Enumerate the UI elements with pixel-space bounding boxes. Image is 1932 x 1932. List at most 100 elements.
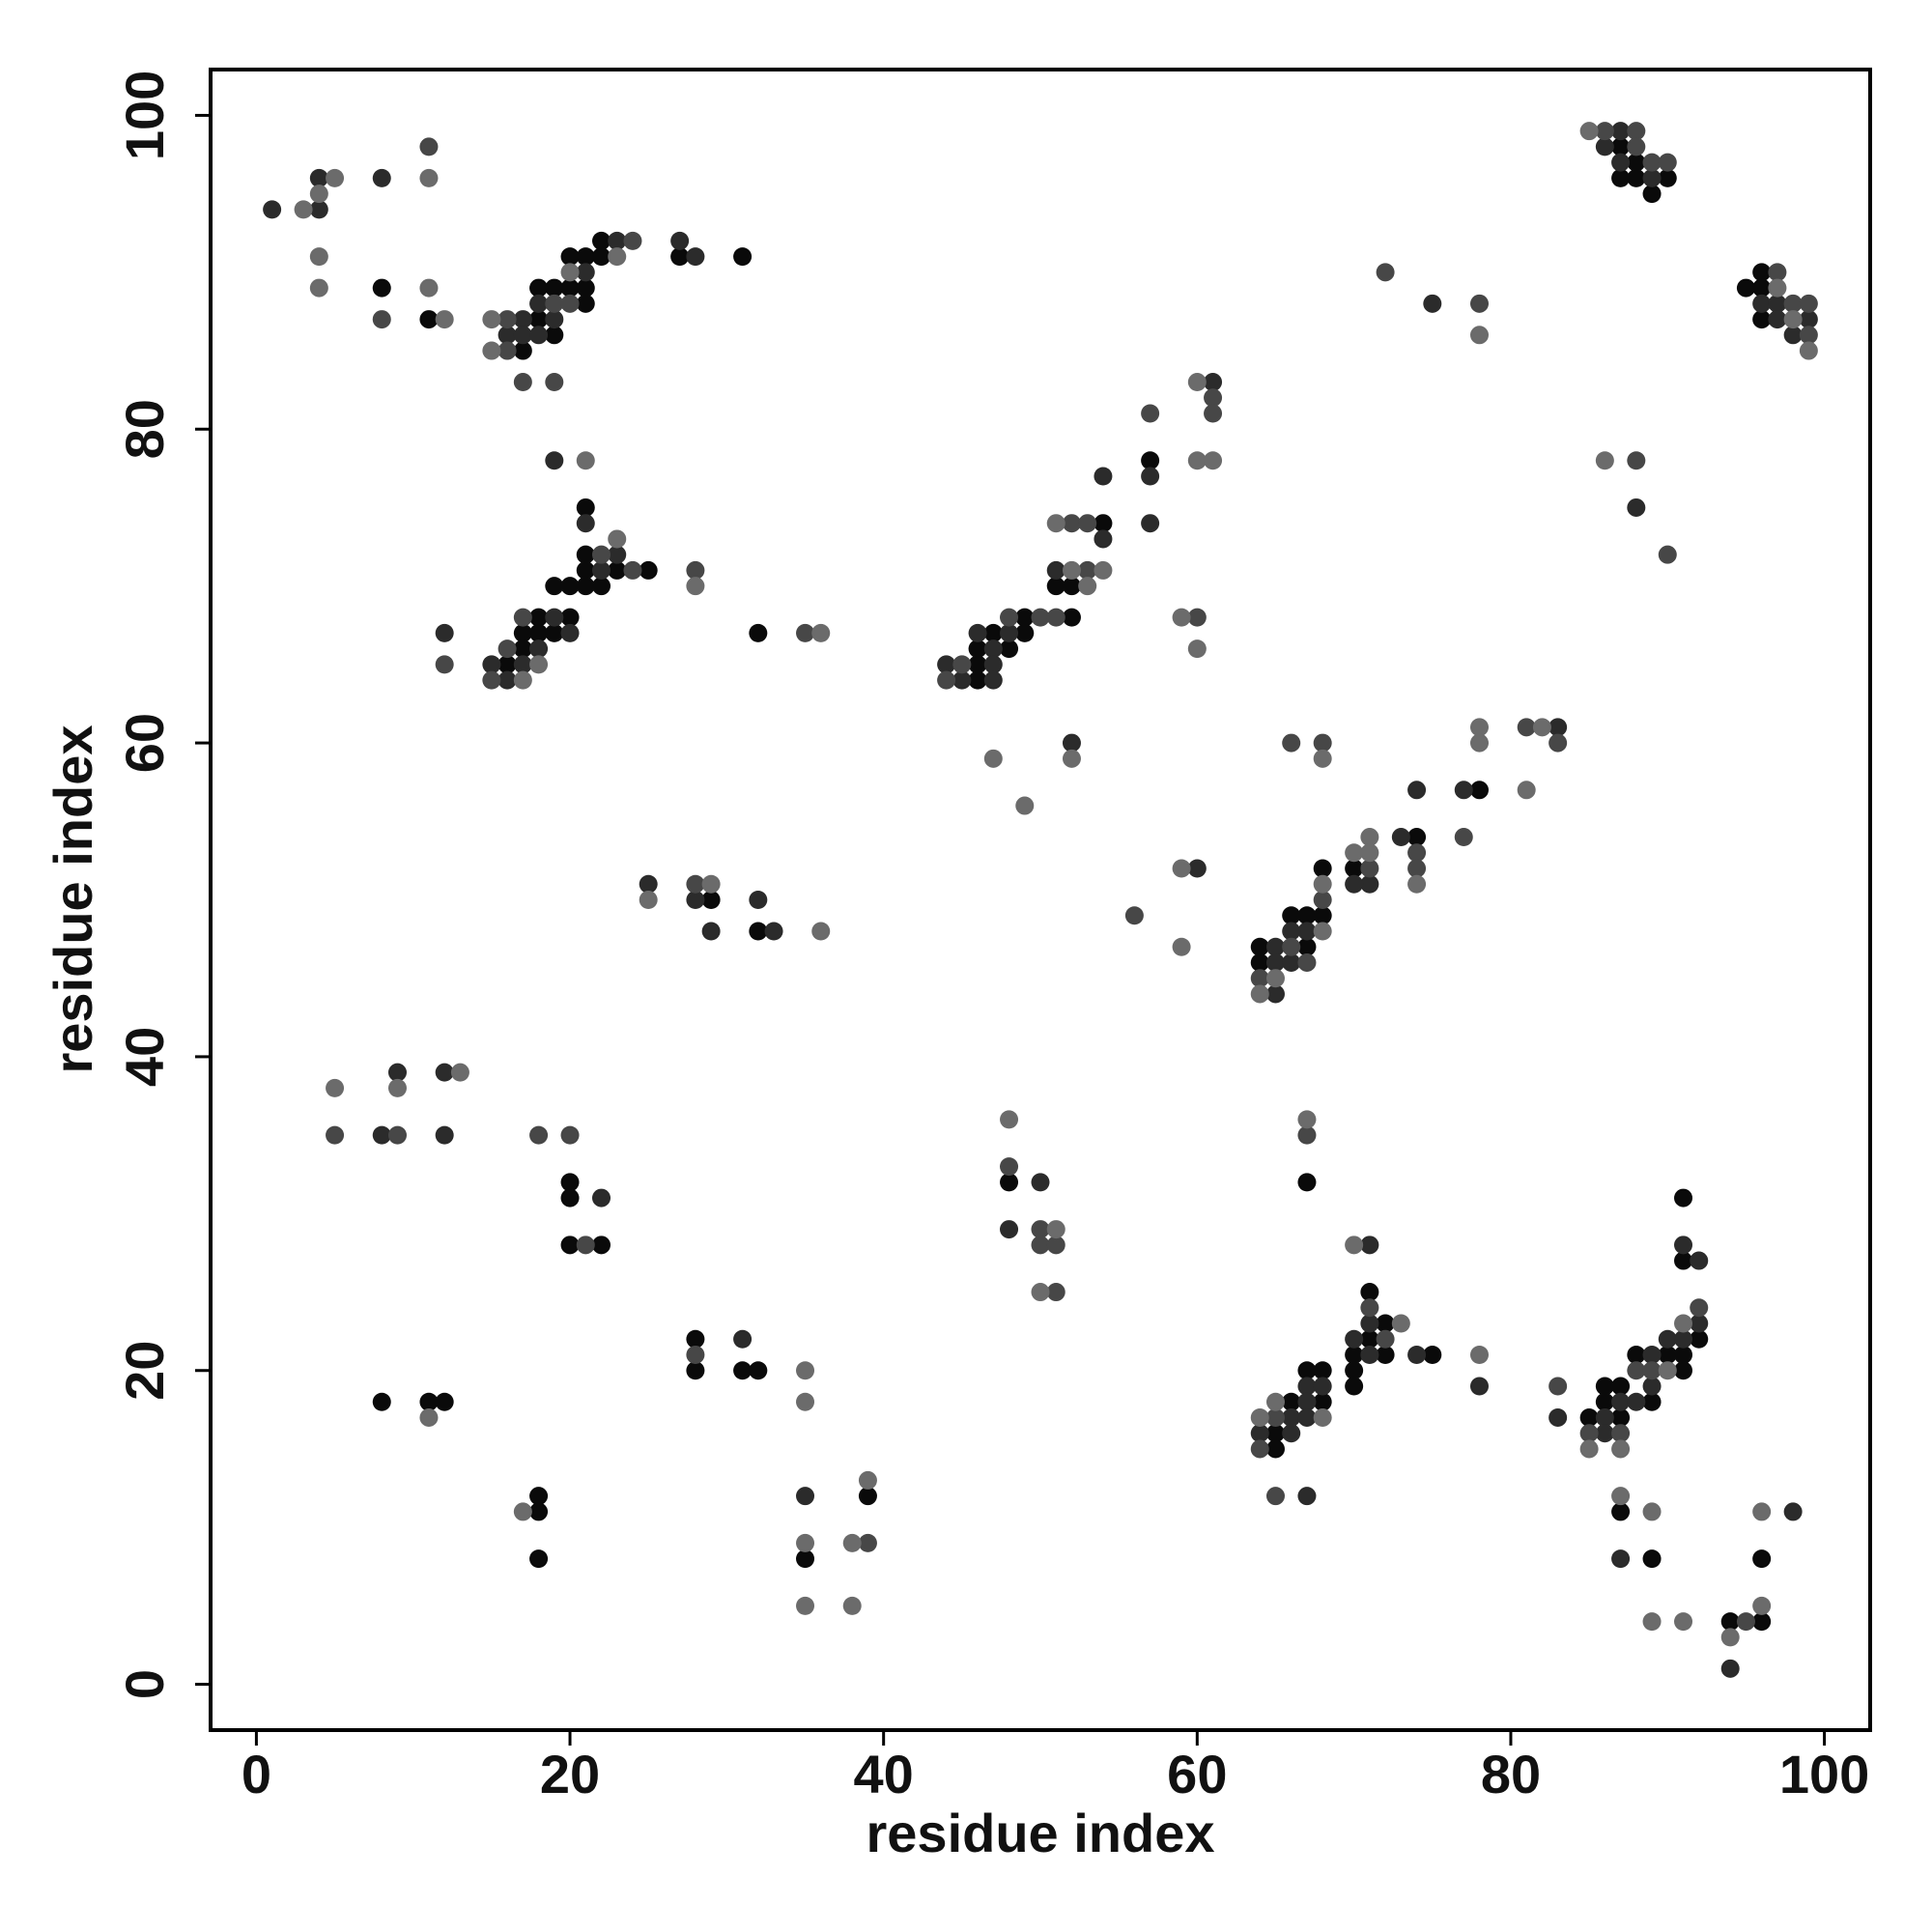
point	[937, 655, 956, 674]
point	[529, 1125, 549, 1145]
point	[576, 451, 595, 470]
point	[372, 1125, 391, 1145]
point	[326, 168, 345, 187]
point	[1469, 326, 1489, 345]
point	[1548, 1407, 1568, 1427]
point	[309, 278, 328, 298]
point	[513, 341, 532, 360]
point	[1345, 1236, 1364, 1255]
point	[1062, 560, 1081, 580]
point	[1313, 749, 1332, 768]
point	[811, 922, 831, 941]
point	[545, 608, 564, 627]
point	[576, 278, 595, 298]
point	[686, 1346, 705, 1365]
point	[560, 263, 580, 282]
point	[749, 1361, 768, 1380]
point	[1046, 608, 1065, 627]
point	[513, 655, 532, 674]
point	[1062, 749, 1081, 768]
point	[1627, 168, 1646, 187]
point	[1250, 1439, 1269, 1459]
point	[1611, 168, 1631, 187]
point	[983, 623, 1003, 642]
point	[419, 310, 439, 329]
point	[529, 1502, 549, 1521]
point	[1250, 1407, 1269, 1427]
point	[1642, 1549, 1662, 1569]
point	[1611, 1502, 1631, 1521]
point	[983, 655, 1003, 674]
point	[858, 1533, 877, 1552]
point	[1768, 263, 1787, 282]
point	[1282, 906, 1301, 925]
point	[1094, 514, 1113, 533]
point	[560, 1236, 580, 1255]
point	[450, 1063, 469, 1082]
point	[1642, 153, 1662, 172]
point	[1783, 1502, 1803, 1521]
point	[1752, 294, 1772, 313]
point	[419, 168, 439, 187]
point	[435, 310, 454, 329]
point	[1752, 1596, 1772, 1615]
point	[1690, 1298, 1709, 1318]
point	[796, 1533, 815, 1552]
point	[1752, 1502, 1772, 1521]
point	[1469, 294, 1489, 313]
point	[592, 560, 611, 580]
point	[1627, 497, 1646, 517]
point	[1345, 1361, 1364, 1380]
point	[701, 891, 721, 909]
point	[309, 185, 328, 204]
point	[1282, 922, 1301, 941]
point	[497, 341, 517, 360]
point	[1799, 326, 1818, 345]
point	[1407, 874, 1427, 894]
point	[309, 247, 328, 267]
point	[1752, 310, 1772, 329]
point	[435, 1125, 454, 1145]
point	[513, 1502, 532, 1521]
point	[1674, 1314, 1693, 1333]
point	[529, 1549, 549, 1569]
point	[1250, 937, 1269, 956]
point	[372, 310, 391, 329]
x-tick-label: 20	[540, 1744, 600, 1804]
point	[858, 1487, 877, 1506]
point	[1376, 1346, 1395, 1365]
point	[592, 545, 611, 564]
point	[435, 655, 454, 674]
point	[592, 231, 611, 250]
point	[1611, 1377, 1631, 1396]
point	[1046, 514, 1065, 533]
point	[545, 451, 564, 470]
point	[968, 639, 987, 659]
point	[1062, 577, 1081, 596]
point	[372, 278, 391, 298]
point	[545, 623, 564, 642]
point	[623, 560, 642, 580]
point	[1469, 781, 1489, 800]
point	[1297, 1377, 1317, 1396]
point	[1046, 560, 1065, 580]
point	[1031, 1173, 1050, 1192]
point	[309, 168, 328, 187]
y-tick-label: 100	[114, 71, 175, 160]
point	[387, 1125, 407, 1145]
point	[1611, 1549, 1631, 1569]
point	[529, 639, 549, 659]
point	[1250, 984, 1269, 1004]
point	[1345, 843, 1364, 863]
point	[1282, 733, 1301, 753]
point	[576, 545, 595, 564]
point	[842, 1596, 862, 1615]
point	[1658, 545, 1677, 564]
point	[1360, 1329, 1379, 1349]
point	[1627, 1361, 1646, 1380]
point	[796, 623, 815, 642]
point	[545, 278, 564, 298]
point	[1062, 608, 1081, 627]
point	[419, 137, 439, 156]
point	[1297, 1125, 1317, 1145]
